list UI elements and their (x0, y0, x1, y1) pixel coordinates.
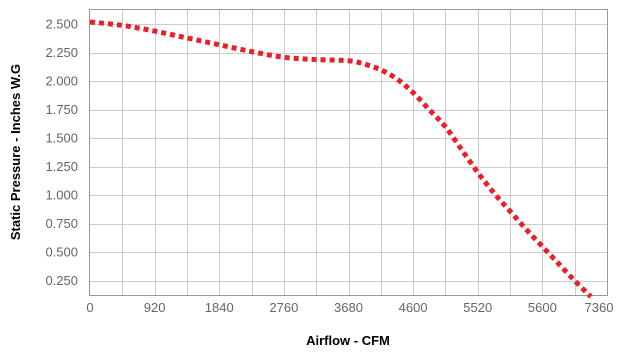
y-tick-label: 1.500 (45, 130, 78, 145)
y-axis-title: Static Pressure - Inches W.G (8, 64, 23, 240)
x-tick-label: 920 (144, 300, 166, 315)
x-tick-label: 1840 (205, 300, 234, 315)
y-tick-label: 0.500 (45, 244, 78, 259)
y-tick-label: 2.000 (45, 73, 78, 88)
plot-frame (89, 9, 608, 296)
y-tick-label: 1.250 (45, 159, 78, 174)
x-tick-label: 2760 (269, 300, 298, 315)
x-tick-label: 0 (86, 300, 93, 315)
x-tick-label: 7360 (585, 300, 614, 315)
x-tick-label: 5600 (528, 300, 557, 315)
y-tick-label: 0.750 (45, 216, 78, 231)
y-tick-labels: 0.250 0.500 0.750 1.000 1.250 1.500 1.750 2.000… (45, 16, 78, 288)
y-tick-label: 2.500 (45, 16, 78, 31)
x-tick-label: 5520 (463, 300, 492, 315)
series-layer (89, 19, 593, 299)
x-axis-title: Airflow - CFM (306, 333, 390, 348)
pressure-curve-line (89, 19, 593, 299)
x-tick-labels: 0 920 1840 2760 3680 4600 5520 5600 7360 (86, 300, 613, 315)
x-tick-label: 4600 (399, 300, 428, 315)
y-tick-label: 1.000 (45, 187, 78, 202)
y-tick-label: 1.750 (45, 102, 78, 117)
grid-lines (90, 10, 607, 295)
y-tick-label: 2.250 (45, 45, 78, 60)
x-tick-label: 3680 (334, 300, 363, 315)
y-tick-label: 0.250 (45, 273, 78, 288)
